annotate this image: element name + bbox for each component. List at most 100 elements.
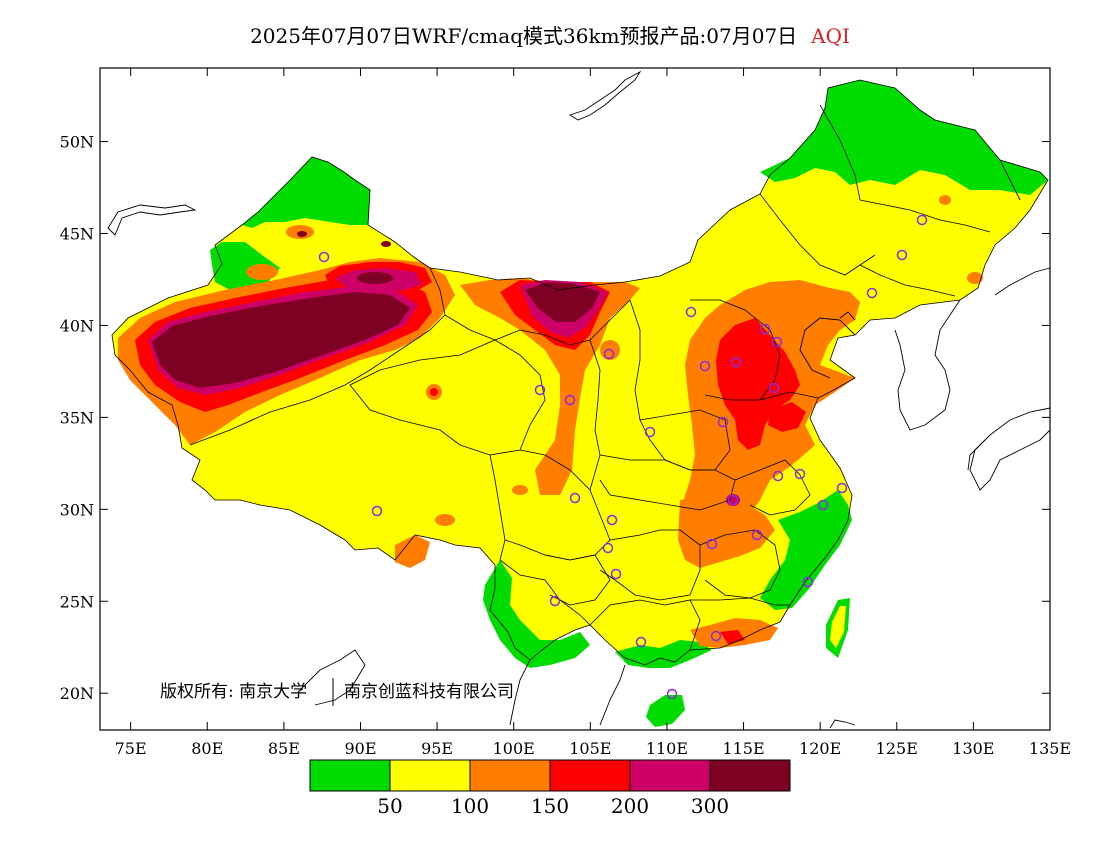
lon-tick-label: 125E bbox=[876, 739, 918, 758]
lon-tick-label: 80E bbox=[191, 739, 223, 758]
border-guangxi bbox=[589, 599, 701, 651]
copyright-company: 南京创蓝科技有限公司 bbox=[344, 682, 514, 702]
city-marker bbox=[802, 576, 814, 588]
city-marker bbox=[794, 468, 806, 480]
city-marker bbox=[606, 514, 618, 526]
title-text: 2025年07月07日WRF/cmaq模式36km预报产品:07月07日 bbox=[250, 24, 798, 48]
copyright-text: 版权所有: 南京大学 bbox=[160, 682, 307, 702]
city-marker bbox=[644, 426, 656, 438]
city-marker bbox=[603, 348, 615, 360]
region-orange-blob-7 bbox=[939, 195, 951, 205]
region-orange-blob-2 bbox=[246, 264, 278, 280]
border-im-hl bbox=[819, 104, 861, 201]
lat-tick-label: 25N bbox=[60, 592, 94, 611]
region-darkred-turpan bbox=[357, 272, 393, 284]
city-marker bbox=[710, 630, 722, 642]
border-heilongjiang-jilin bbox=[859, 199, 991, 233]
city-marker bbox=[759, 323, 771, 335]
border-hunan bbox=[599, 529, 701, 601]
border-qinghai bbox=[349, 339, 546, 456]
lon-tick-label: 75E bbox=[115, 739, 147, 758]
legend-label: 300 bbox=[691, 794, 729, 818]
city-markers bbox=[318, 214, 928, 700]
national-border bbox=[111, 79, 1049, 666]
city-marker bbox=[772, 470, 784, 482]
city-marker bbox=[706, 538, 718, 550]
lon-tick-label: 115E bbox=[722, 739, 764, 758]
myanmar-coast bbox=[299, 649, 366, 706]
korea-coast bbox=[894, 299, 961, 431]
map-frame bbox=[99, 67, 1051, 731]
bohai-coast bbox=[799, 317, 856, 379]
region-green-xinjiang-north bbox=[242, 157, 370, 228]
region-orange-inner-mongolia bbox=[460, 278, 640, 495]
city-marker bbox=[916, 214, 928, 226]
legend-swatch bbox=[549, 759, 631, 792]
lat-tick-label: 45N bbox=[60, 225, 94, 244]
city-marker bbox=[635, 636, 647, 648]
lat-tick-label: 30N bbox=[60, 500, 94, 519]
lon-tick-label: 95E bbox=[421, 739, 453, 758]
lat-tick-label: 40N bbox=[60, 316, 94, 335]
lon-tick-label: 100E bbox=[493, 739, 535, 758]
caspian-aral bbox=[107, 204, 197, 236]
lat-tick-label: 35N bbox=[60, 408, 94, 427]
lon-tick-label: 110E bbox=[646, 739, 688, 758]
city-marker bbox=[751, 529, 763, 541]
border-xinjiang-tibet bbox=[189, 314, 446, 446]
russia-coast-ne bbox=[999, 159, 1021, 201]
variable-label: AQI bbox=[811, 24, 850, 48]
japan-kyushu bbox=[967, 439, 986, 471]
legend-label: 50 bbox=[377, 794, 402, 818]
region-green-northeast bbox=[760, 80, 1048, 195]
lon-tick-label: 130E bbox=[952, 739, 994, 758]
border-jilin-liaoning bbox=[859, 264, 956, 297]
map-content bbox=[112, 80, 1048, 727]
baikal bbox=[568, 70, 642, 121]
region-orange-tibet-south bbox=[395, 535, 430, 568]
city-marker bbox=[730, 356, 742, 368]
japan-coast bbox=[969, 407, 1051, 491]
region-green-yunnan bbox=[483, 560, 590, 668]
bohai-liaodong bbox=[839, 311, 856, 321]
coastlines bbox=[107, 70, 1051, 729]
japan-north bbox=[994, 267, 1051, 296]
city-marker bbox=[771, 336, 783, 348]
city-marker bbox=[534, 384, 546, 396]
city-marker bbox=[318, 251, 330, 263]
region-green-south-coast bbox=[615, 640, 712, 668]
lon-tick-label: 105E bbox=[569, 739, 611, 758]
border-guizhou bbox=[544, 554, 611, 606]
border-hebei bbox=[690, 299, 781, 401]
lon-tick-label: 120E bbox=[799, 739, 841, 758]
luzon bbox=[829, 719, 856, 729]
region-red-north-china bbox=[716, 318, 800, 450]
city-marker bbox=[610, 568, 622, 580]
boundary-lines bbox=[111, 79, 1049, 666]
lon-tick-label: 85E bbox=[268, 739, 300, 758]
border-anhui-jiangsu bbox=[734, 459, 811, 516]
region-taiwan-inner bbox=[830, 606, 846, 648]
region-green-hainan bbox=[646, 695, 685, 727]
legend-swatch bbox=[309, 759, 391, 792]
region-orange-central-south bbox=[678, 495, 775, 568]
city-marker bbox=[564, 394, 576, 406]
border-gansu-im bbox=[494, 299, 631, 346]
city-marker bbox=[371, 505, 383, 517]
sea-south bbox=[599, 664, 626, 726]
border-shaanxi bbox=[589, 339, 601, 491]
border-xinjiang-gansu bbox=[429, 267, 496, 341]
city-marker bbox=[699, 360, 711, 372]
region-orange-blob-5 bbox=[435, 514, 455, 526]
legend-label: 200 bbox=[611, 794, 649, 818]
city-marker bbox=[866, 287, 878, 299]
border-yunnan bbox=[499, 559, 591, 626]
lat-tick-label: 20N bbox=[60, 684, 94, 703]
border-jiangxi bbox=[699, 529, 781, 599]
border-tibet-sichuan bbox=[489, 454, 506, 561]
city-marker bbox=[896, 249, 908, 261]
city-marker bbox=[817, 499, 829, 511]
region-darkred-taklamakan bbox=[152, 292, 410, 388]
legend-swatch bbox=[709, 759, 791, 792]
